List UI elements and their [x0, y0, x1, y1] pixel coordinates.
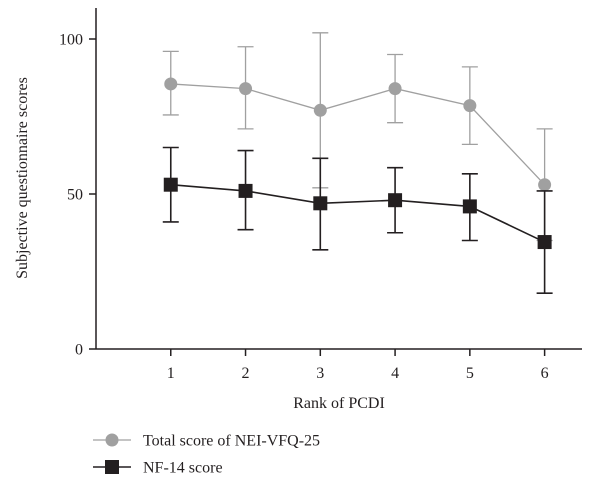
data-point — [462, 199, 477, 214]
data-point — [313, 196, 328, 211]
data-point — [238, 183, 253, 198]
data-point — [388, 193, 403, 208]
data-point — [538, 178, 552, 192]
data-point — [163, 177, 178, 192]
y-tick-label: 0 — [75, 342, 83, 359]
series-nei-vfq-25 — [162, 32, 553, 242]
series-line — [170, 183, 545, 243]
x-axis-label: Rank of PCDI — [293, 395, 385, 412]
data-point — [313, 103, 327, 117]
x-tick-label: 3 — [316, 365, 324, 382]
series-nf-14 — [162, 146, 553, 295]
x-tick-label: 4 — [391, 365, 399, 382]
data-point — [463, 99, 477, 113]
legend-label: Total score of NEI-VFQ-25 — [143, 433, 320, 450]
legend-marker — [105, 433, 119, 447]
series-layer — [162, 32, 553, 295]
legend-entry: Total score of NEI-VFQ-25 — [93, 433, 320, 450]
y-tick-label: 50 — [67, 187, 83, 204]
y-axis: 0 50 100 — [59, 8, 97, 359]
x-axis: 1 2 3 4 5 6 — [96, 348, 582, 382]
data-point — [239, 82, 253, 96]
x-tick-label: 1 — [167, 365, 175, 382]
data-point — [164, 77, 178, 91]
x-tick-label: 2 — [242, 365, 250, 382]
y-ticks: 0 50 100 — [59, 32, 96, 359]
data-point — [537, 235, 552, 250]
x-ticks: 1 2 3 4 5 6 — [167, 349, 549, 382]
data-point — [388, 82, 402, 96]
y-tick-label: 100 — [59, 32, 83, 49]
legend-marker — [105, 460, 119, 474]
legend: Total score of NEI-VFQ-25 NF-14 score — [93, 433, 320, 477]
x-tick-label: 6 — [541, 365, 549, 382]
legend-entry: NF-14 score — [93, 460, 223, 477]
y-axis-label: Subjective questionnaire scores — [14, 77, 31, 279]
x-tick-label: 5 — [466, 365, 474, 382]
series-line — [170, 83, 546, 186]
legend-label: NF-14 score — [143, 460, 223, 477]
